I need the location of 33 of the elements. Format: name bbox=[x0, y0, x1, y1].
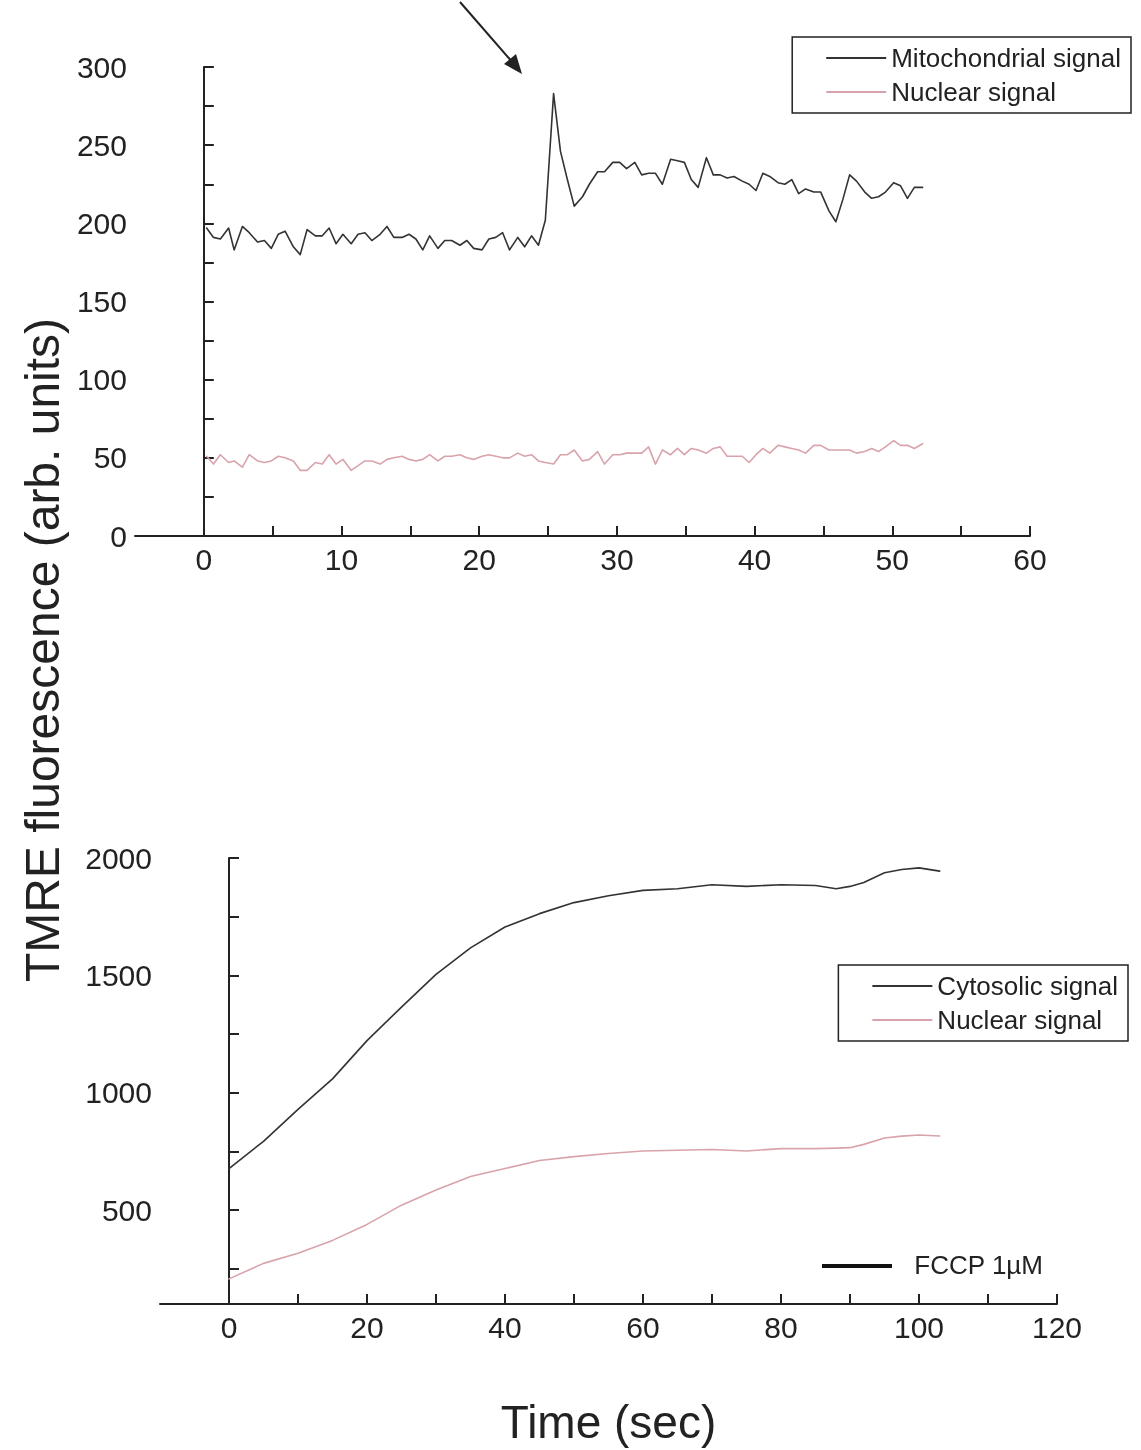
x-tick-label: 20 bbox=[462, 542, 496, 576]
x-tick-label: 80 bbox=[764, 1310, 798, 1344]
x-axis-title: Time (sec) bbox=[500, 1396, 717, 1448]
x-tick-label: 40 bbox=[737, 542, 772, 576]
y-tick-label: 150 bbox=[76, 285, 127, 318]
annotation: FCCP 1µM bbox=[914, 1250, 1043, 1281]
x-tick-label: 60 bbox=[1013, 542, 1047, 576]
x-tick-label: 100 bbox=[893, 1310, 945, 1344]
y-tick-label: 50 bbox=[93, 441, 127, 475]
x-tick-label: 10 bbox=[324, 542, 359, 576]
legend-label: Nuclear signal bbox=[937, 1005, 1103, 1035]
x-tick-label: 120 bbox=[1031, 1310, 1083, 1344]
x-tick-label: 30 bbox=[600, 542, 634, 576]
y-tick-label: 100 bbox=[76, 363, 127, 397]
x-tick-label: 0 bbox=[220, 1310, 238, 1344]
legend-label: Cytosolic signal bbox=[937, 971, 1119, 1001]
y-axis-title: TMRE fluorescence (arb. units) bbox=[14, 317, 70, 983]
x-tick-label: 60 bbox=[626, 1310, 660, 1344]
line-series bbox=[205, 439, 924, 472]
y-tick-label: 500 bbox=[101, 1193, 152, 1227]
y-tick-label: 250 bbox=[76, 128, 127, 162]
x-tick-label: 0 bbox=[195, 542, 213, 576]
x-tick-label: 20 bbox=[350, 1310, 384, 1344]
y-tick-label: 300 bbox=[76, 50, 127, 84]
legend-label: Nuclear signal bbox=[891, 77, 1056, 107]
y-tick-label: 0 bbox=[110, 519, 127, 553]
legend-label: Mitochondrial signal bbox=[891, 43, 1122, 73]
y-tick-label: 1000 bbox=[85, 1076, 152, 1110]
x-tick-label: 50 bbox=[875, 542, 909, 576]
y-tick-label: 200 bbox=[76, 206, 127, 240]
x-tick-label: 40 bbox=[488, 1310, 522, 1344]
y-tick-label: 1500 bbox=[85, 958, 152, 992]
y-tick-label: 2000 bbox=[85, 841, 152, 875]
